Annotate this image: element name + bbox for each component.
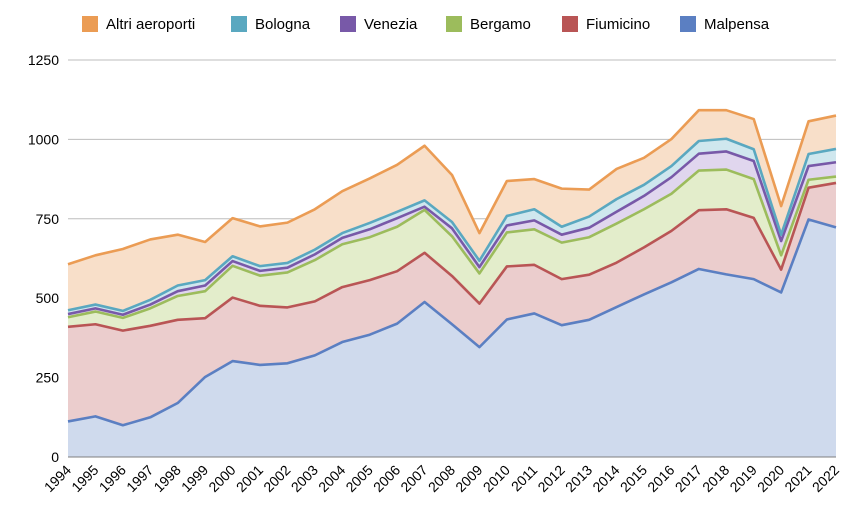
legend-item-venezia: Venezia — [340, 16, 418, 33]
x-tick-label-2014: 2014 — [589, 462, 622, 495]
legend-item-bergamo: Bergamo — [446, 16, 531, 33]
x-tick-label-2018: 2018 — [699, 462, 732, 495]
legend-item-altri-aeroporti: Altri aeroporti — [82, 16, 195, 33]
x-tick-label-1997: 1997 — [123, 462, 156, 495]
legend: Altri aeroporti Bologna Venezia Bergamo Fium… — [82, 16, 770, 33]
x-axis-ticks: 1994199519961997199819992000200120022003… — [41, 462, 842, 495]
area-altri-aeroporti — [68, 110, 836, 311]
legend-item-bologna: Bologna — [231, 16, 311, 33]
x-tick-label-2010: 2010 — [480, 462, 513, 495]
line-venezia — [67, 150, 837, 317]
x-tick-label-2015: 2015 — [617, 462, 650, 495]
x-tick-label-1996: 1996 — [96, 462, 129, 495]
x-tick-label-1998: 1998 — [150, 462, 183, 495]
x-tick-label-2020: 2020 — [754, 462, 787, 495]
legend-label-bologna: Bologna — [255, 16, 311, 33]
legend-swatch-bologna — [231, 16, 247, 32]
legend-swatch-malpensa — [680, 16, 696, 32]
x-tick-label-2006: 2006 — [370, 462, 403, 495]
x-tick-label-1994: 1994 — [41, 462, 74, 495]
x-tick-label-2007: 2007 — [397, 462, 430, 495]
legend-swatch-bergamo — [446, 16, 462, 32]
x-tick-label-2008: 2008 — [425, 462, 458, 495]
y-tick-label-500: 500 — [36, 290, 60, 306]
x-tick-label-2013: 2013 — [562, 462, 595, 495]
x-tick-label-2012: 2012 — [534, 462, 567, 495]
y-tick-label-250: 250 — [36, 370, 60, 386]
legend-swatch-fiumicino — [562, 16, 578, 32]
y-tick-label-0: 0 — [51, 449, 59, 465]
y-tick-label-1250: 1250 — [28, 52, 59, 68]
legend-label-malpensa: Malpensa — [704, 16, 770, 33]
x-tick-label-2021: 2021 — [781, 462, 814, 495]
x-tick-label-2003: 2003 — [288, 462, 321, 495]
legend-label-fiumicino: Fiumicino — [586, 16, 650, 33]
line-altri-aeroporti — [67, 108, 837, 266]
x-tick-label-2005: 2005 — [342, 462, 375, 495]
x-tick-label-2001: 2001 — [233, 462, 266, 495]
y-tick-label-750: 750 — [36, 211, 60, 227]
x-tick-label-2004: 2004 — [315, 462, 348, 495]
x-tick-label-2009: 2009 — [452, 462, 485, 495]
y-axis-ticks: 0 250 500 750 1000 1250 — [28, 52, 59, 465]
x-tick-label-2022: 2022 — [809, 462, 842, 495]
legend-swatch-venezia — [340, 16, 356, 32]
x-tick-label-2019: 2019 — [726, 462, 759, 495]
series-lines — [67, 108, 837, 427]
x-tick-label-2017: 2017 — [672, 462, 705, 495]
legend-label-altri-aeroporti: Altri aeroporti — [106, 16, 195, 33]
x-tick-label-1999: 1999 — [178, 462, 211, 495]
legend-label-venezia: Venezia — [364, 16, 418, 33]
legend-swatch-altri-aeroporti — [82, 16, 98, 32]
x-tick-label-2002: 2002 — [260, 462, 293, 495]
x-tick-label-2000: 2000 — [205, 462, 238, 495]
line-malpensa — [67, 218, 837, 427]
legend-item-fiumicino: Fiumicino — [562, 16, 650, 33]
line-bologna — [67, 137, 837, 313]
x-tick-label-1995: 1995 — [68, 462, 101, 495]
legend-label-bergamo: Bergamo — [470, 16, 531, 33]
x-tick-label-2011: 2011 — [508, 462, 541, 495]
y-tick-label-1000: 1000 — [28, 131, 59, 147]
legend-item-malpensa: Malpensa — [680, 16, 770, 33]
line-fiumicino — [67, 181, 837, 332]
line-bergamo — [67, 168, 837, 320]
x-tick-label-2016: 2016 — [644, 462, 677, 495]
area-malpensa — [68, 219, 836, 457]
